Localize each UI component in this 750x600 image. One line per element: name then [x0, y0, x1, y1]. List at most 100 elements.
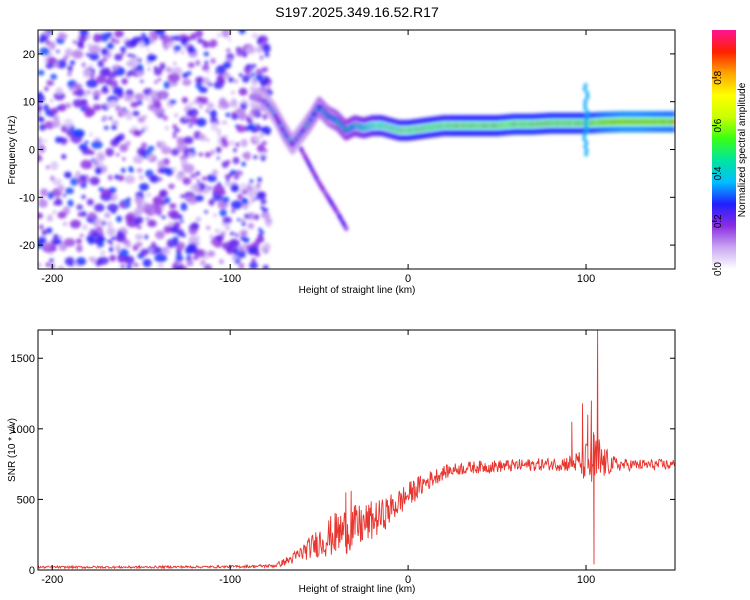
heatmap-cell — [225, 112, 231, 118]
heatmap-cell — [172, 134, 178, 139]
heatmap-cell — [142, 258, 152, 268]
heatmap-cell — [226, 159, 231, 165]
heatmap-cell — [232, 156, 240, 165]
heatmap-cell — [111, 236, 116, 241]
heatmap-cell — [210, 149, 216, 156]
heatmap-cell — [88, 64, 94, 68]
heatmap-cell — [89, 52, 100, 61]
heatmap-cell — [110, 37, 115, 43]
heatmap-cell — [200, 96, 209, 105]
heatmap-cell — [254, 197, 258, 201]
heatmap-cell — [106, 42, 114, 50]
heatmap-cell — [161, 35, 173, 44]
heatmap-cell — [187, 62, 195, 69]
heatmap-cell — [103, 125, 109, 130]
heatmap-cell — [222, 61, 232, 69]
heatmap-cell — [147, 67, 151, 72]
heatmap-cell — [255, 68, 264, 75]
heatmap-cell — [212, 184, 225, 194]
heatmap-cell — [256, 187, 261, 191]
heatmap-cell — [142, 114, 148, 119]
heatmap-cell — [191, 222, 200, 230]
heatmap-cell — [207, 250, 216, 258]
snr-x-tick-label: 100 — [577, 574, 595, 586]
heatmap-cell — [131, 54, 136, 58]
heatmap-cell — [88, 44, 101, 54]
heatmap-cell — [218, 65, 224, 70]
heatmap-cell — [107, 174, 113, 181]
heatmap-cell — [245, 64, 251, 70]
heatmap-cell — [205, 225, 211, 230]
heatmap-cell — [126, 264, 132, 269]
heatmap-y-tick-label: 20 — [23, 49, 35, 61]
heatmap-cell — [261, 207, 269, 213]
heatmap-cell — [108, 247, 114, 252]
heatmap-cell — [81, 194, 86, 200]
colorbar-tick-label: 0.4 — [713, 166, 724, 180]
heatmap-cell — [53, 114, 60, 122]
heatmap-cell — [190, 183, 200, 192]
heatmap-cell — [154, 205, 163, 215]
heatmap-cell — [204, 210, 209, 214]
heatmap-cell — [202, 41, 210, 49]
heatmap-cell — [235, 48, 244, 57]
heatmap-cell — [202, 64, 210, 72]
heatmap-cell — [170, 148, 180, 156]
heatmap-cell — [243, 151, 252, 161]
heatmap-cell — [251, 258, 256, 263]
heatmap-cell — [206, 109, 210, 113]
heatmap-cell — [167, 73, 181, 83]
heatmap-cell — [114, 30, 124, 38]
heatmap-cell — [63, 238, 76, 247]
heatmap-cell — [63, 171, 72, 179]
heatmap-cell — [73, 40, 77, 44]
heatmap-cell — [108, 187, 117, 194]
colorbar-label: Normalized spectral amplitude — [737, 82, 748, 217]
heatmap-cell — [94, 203, 105, 212]
heatmap-cell — [146, 217, 149, 221]
heatmap-cell — [94, 161, 98, 166]
heatmap-cell — [38, 69, 45, 76]
heatmap-cell — [132, 155, 144, 164]
heatmap-cell — [112, 64, 119, 71]
heatmap-cell — [113, 38, 120, 45]
colorbar-ticks: 0.0 0.2 0.4 0.6 0.8 — [712, 70, 724, 276]
heatmap-cell — [122, 157, 126, 161]
heatmap-cell — [251, 78, 258, 87]
heatmap-cell — [54, 197, 62, 206]
heatmap-cell — [187, 44, 195, 54]
heatmap-cell — [126, 60, 135, 67]
heatmap-cell — [210, 116, 219, 125]
heatmap-cell — [95, 226, 103, 233]
heatmap-cell — [176, 137, 186, 146]
heatmap-cell — [52, 178, 63, 186]
heatmap-cell — [163, 81, 171, 89]
heatmap-cell — [202, 77, 210, 86]
heatmap-cell — [210, 44, 214, 48]
heatmap-cell — [159, 141, 167, 148]
heatmap-cell — [114, 53, 123, 61]
heatmap-cell — [44, 241, 52, 251]
heatmap-cell — [162, 115, 168, 121]
heatmap-cell — [39, 224, 44, 230]
heatmap-cell — [86, 198, 94, 206]
heatmap-cell — [38, 144, 46, 154]
heatmap-cell — [50, 161, 59, 171]
heatmap-cell — [159, 62, 166, 71]
heatmap-cell — [38, 116, 45, 123]
heatmap-cell — [222, 72, 231, 80]
heatmap-cell — [247, 222, 255, 230]
heatmap-cell — [154, 100, 162, 109]
heatmap-cell — [67, 199, 74, 207]
heatmap-cell — [131, 110, 140, 117]
heatmap-cell — [144, 234, 149, 240]
heatmap-cell — [210, 238, 218, 246]
heatmap-cell — [92, 158, 104, 168]
heatmap-cell — [241, 189, 248, 195]
heatmap-cell — [109, 100, 118, 107]
heatmap-cell — [63, 118, 74, 128]
snr-plot-area — [38, 330, 675, 570]
heatmap-cell — [161, 247, 171, 256]
heatmap-cell — [240, 218, 247, 223]
heatmap-cell — [81, 224, 88, 231]
